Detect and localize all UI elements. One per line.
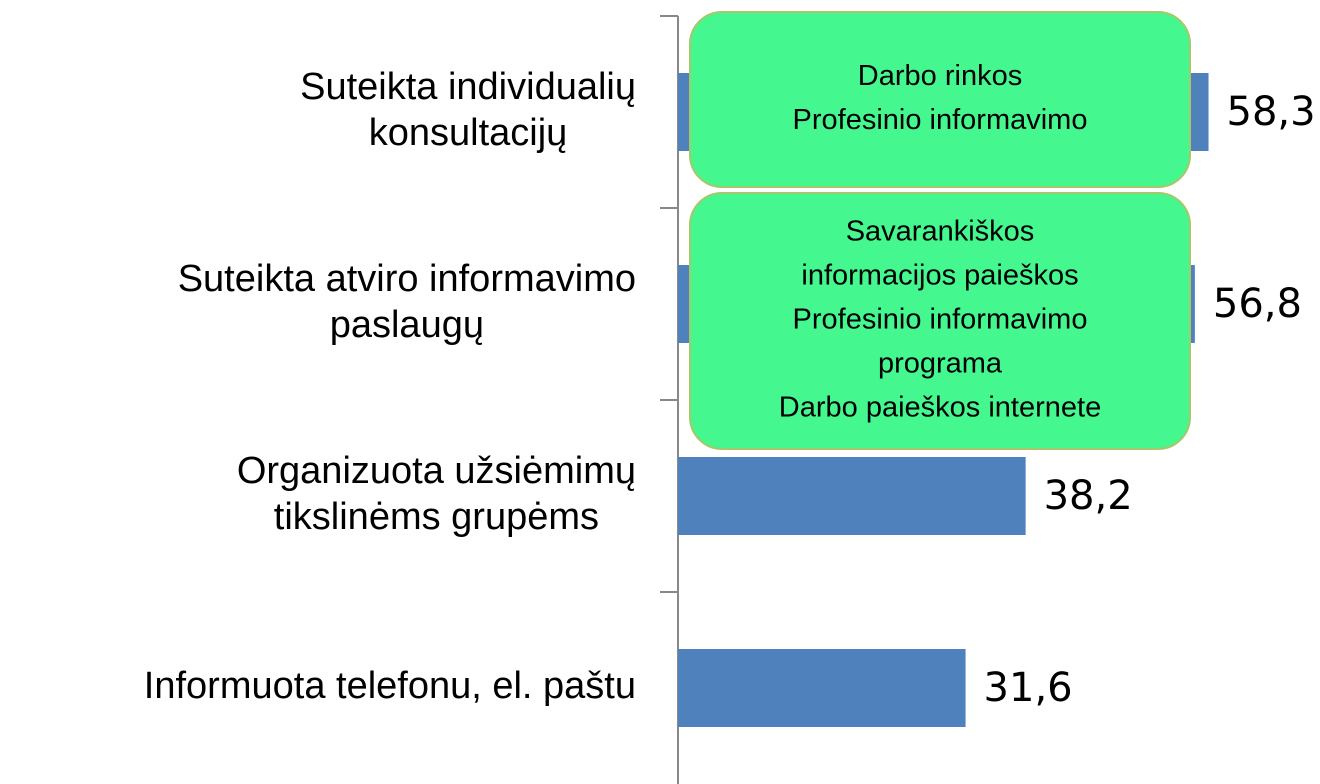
category-label: Suteikta individualių bbox=[300, 66, 636, 108]
callout-box bbox=[689, 192, 1191, 450]
callout-text: Darbo rinkos bbox=[858, 60, 1022, 92]
callout: Savarankiškos informacijos paieškos Profes… bbox=[689, 192, 1191, 450]
callout-text: Darbo paieškos internete bbox=[779, 392, 1101, 424]
callout-text: Profesinio informavimo bbox=[793, 104, 1088, 136]
value-label: 31,6 bbox=[984, 665, 1073, 711]
value-label: 56,8 bbox=[1213, 281, 1302, 327]
callout-text: Savarankiškos bbox=[846, 216, 1035, 248]
category-label: Suteikta atviro informavimo bbox=[178, 258, 636, 300]
callout-box bbox=[689, 11, 1191, 188]
bar bbox=[678, 649, 966, 727]
bar bbox=[678, 457, 1026, 535]
value-label: 58,3 bbox=[1227, 89, 1316, 135]
category-label: paslaugų bbox=[330, 304, 484, 346]
category-label: Informuota telefonu, el. paštu bbox=[144, 665, 636, 707]
value-label: 38,2 bbox=[1044, 473, 1133, 519]
category-label: tikslinėms grupėms bbox=[274, 496, 599, 538]
category-label: Organizuota užsiėmimų bbox=[237, 450, 636, 492]
callout-text: Profesinio informavimo bbox=[793, 304, 1088, 336]
callout: Darbo rinkos Profesinio informavimo bbox=[689, 11, 1191, 188]
category-label: konsultacijų bbox=[369, 112, 568, 154]
callout-text: programa bbox=[878, 348, 1003, 380]
callout-text: informacijos paieškos bbox=[801, 260, 1078, 292]
